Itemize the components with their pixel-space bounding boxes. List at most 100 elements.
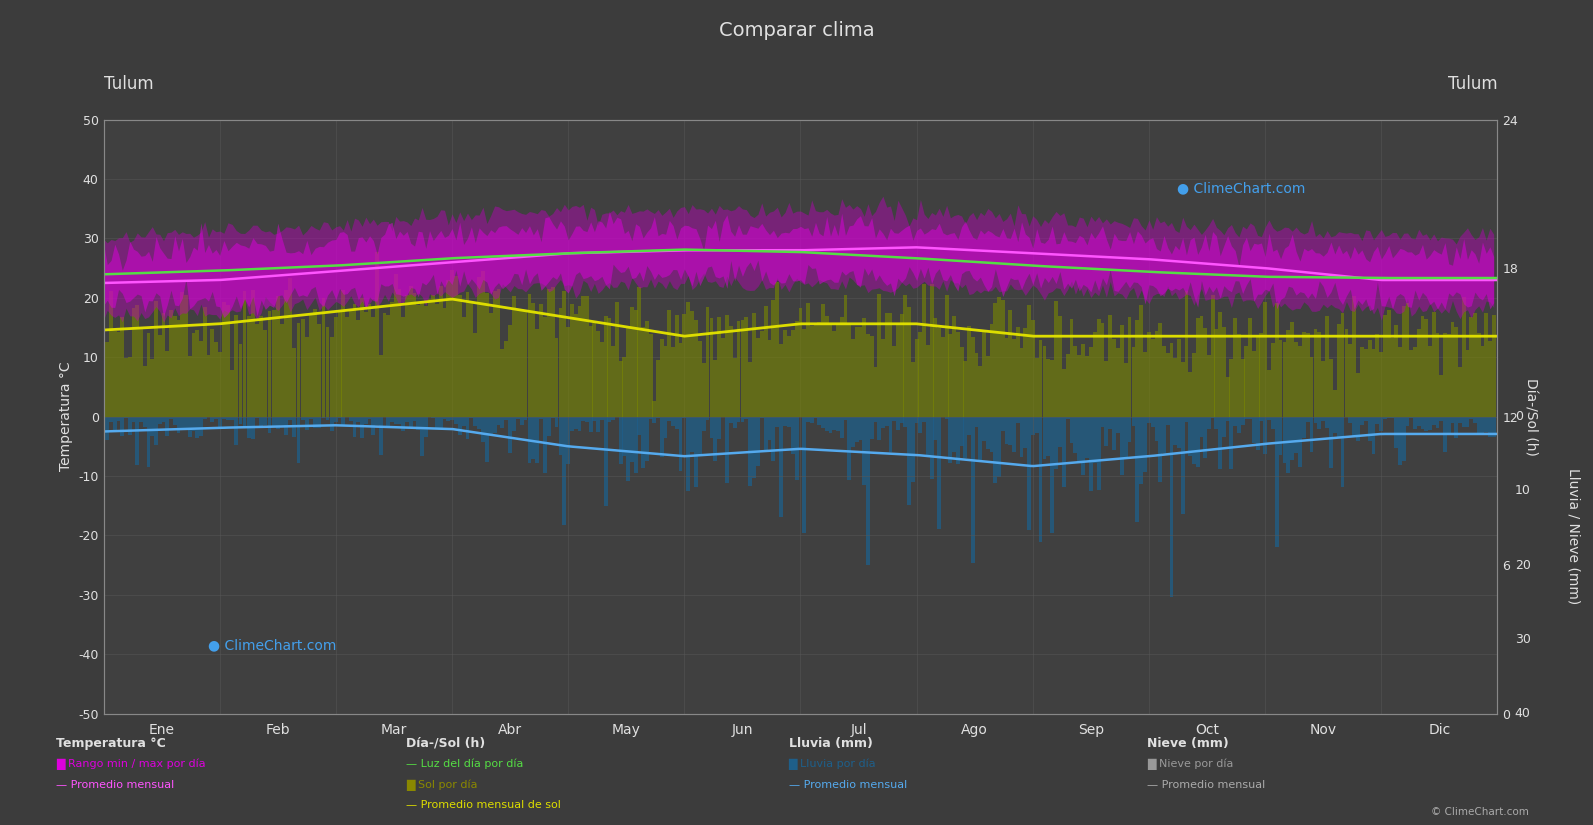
- Bar: [500, 349, 505, 417]
- Bar: [524, 312, 527, 417]
- Bar: [760, 417, 763, 418]
- Bar: [656, 417, 660, 418]
- Bar: [465, 417, 470, 439]
- Bar: [177, 320, 180, 417]
- Bar: [314, 309, 317, 417]
- Bar: [105, 342, 110, 417]
- Bar: [1263, 417, 1266, 454]
- Bar: [873, 366, 878, 417]
- Bar: [1063, 369, 1066, 417]
- Bar: [892, 417, 895, 421]
- Bar: [967, 326, 972, 417]
- Bar: [435, 304, 440, 417]
- Bar: [1005, 338, 1008, 417]
- Bar: [959, 346, 964, 417]
- Bar: [790, 330, 795, 417]
- Bar: [511, 417, 516, 431]
- Bar: [1356, 417, 1360, 441]
- Bar: [1477, 333, 1480, 417]
- Bar: [859, 327, 862, 417]
- Bar: [543, 417, 546, 473]
- Bar: [401, 317, 405, 417]
- Text: Día-/Sol (h): Día-/Sol (h): [406, 737, 486, 750]
- Bar: [317, 324, 322, 417]
- Text: ● ClimeChart.com: ● ClimeChart.com: [1177, 181, 1305, 195]
- Bar: [1352, 296, 1356, 417]
- Bar: [255, 417, 260, 418]
- Bar: [859, 417, 862, 440]
- Bar: [1485, 417, 1488, 431]
- Text: Lluvia / Nieve (mm): Lluvia / Nieve (mm): [1568, 468, 1580, 605]
- Bar: [1012, 417, 1016, 452]
- Bar: [975, 352, 978, 417]
- Bar: [199, 342, 202, 417]
- Bar: [1166, 352, 1169, 417]
- Bar: [648, 417, 653, 419]
- Bar: [1016, 327, 1020, 417]
- Bar: [546, 289, 551, 417]
- Bar: [607, 318, 612, 417]
- Bar: [1211, 295, 1214, 417]
- Bar: [155, 417, 158, 445]
- Bar: [110, 291, 113, 417]
- Bar: [363, 417, 368, 424]
- Bar: [1196, 417, 1200, 467]
- Bar: [150, 417, 155, 436]
- Bar: [1383, 315, 1388, 417]
- Bar: [803, 328, 806, 417]
- Bar: [1047, 360, 1050, 417]
- Bar: [1440, 417, 1443, 421]
- Bar: [784, 417, 787, 426]
- Bar: [1200, 316, 1203, 417]
- Bar: [578, 417, 581, 431]
- Bar: [945, 417, 948, 418]
- Bar: [1120, 417, 1123, 475]
- Bar: [478, 277, 481, 417]
- Bar: [105, 417, 110, 441]
- Bar: [870, 417, 873, 440]
- Bar: [937, 417, 941, 529]
- Bar: [1325, 417, 1329, 428]
- Bar: [489, 417, 492, 434]
- Bar: [1294, 342, 1298, 417]
- Bar: [1440, 375, 1443, 417]
- Bar: [948, 417, 953, 464]
- Bar: [844, 417, 847, 420]
- Bar: [1161, 417, 1166, 453]
- Bar: [1150, 417, 1155, 427]
- Bar: [1491, 315, 1496, 417]
- Bar: [1155, 417, 1158, 441]
- Text: 20: 20: [1515, 559, 1531, 572]
- Bar: [1016, 417, 1020, 423]
- Bar: [703, 417, 706, 431]
- Bar: [1454, 328, 1458, 417]
- Bar: [779, 417, 784, 517]
- Bar: [538, 417, 543, 419]
- Text: █ Nieve por día: █ Nieve por día: [1147, 759, 1233, 771]
- Bar: [1341, 417, 1344, 487]
- Bar: [1416, 329, 1421, 417]
- Bar: [675, 314, 679, 417]
- Bar: [226, 417, 229, 420]
- Bar: [687, 417, 690, 492]
- Bar: [116, 417, 121, 422]
- Bar: [1225, 417, 1230, 421]
- Bar: [516, 417, 519, 419]
- Bar: [953, 417, 956, 452]
- Bar: [280, 417, 284, 425]
- Text: Comparar clima: Comparar clima: [718, 21, 875, 40]
- Bar: [1309, 357, 1314, 417]
- Bar: [1244, 417, 1249, 419]
- Bar: [900, 314, 903, 417]
- Bar: [451, 417, 454, 421]
- Bar: [596, 417, 601, 431]
- Bar: [1360, 347, 1364, 417]
- Bar: [1096, 318, 1101, 417]
- Bar: [867, 334, 870, 417]
- Bar: [1282, 342, 1287, 417]
- Bar: [817, 417, 820, 425]
- Bar: [210, 329, 213, 417]
- Bar: [1394, 417, 1399, 448]
- Bar: [293, 417, 296, 436]
- Bar: [851, 417, 855, 447]
